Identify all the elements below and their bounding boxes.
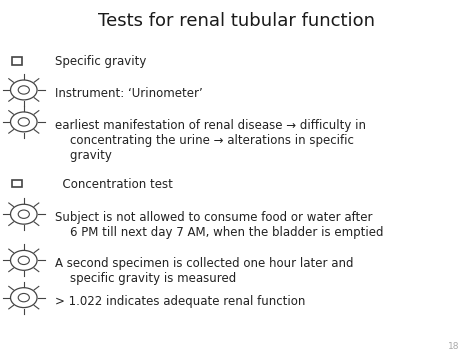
Text: 18: 18: [448, 343, 460, 351]
Text: > 1.022 indicates adequate renal function: > 1.022 indicates adequate renal functio…: [55, 295, 305, 308]
Text: Tests for renal tubular function: Tests for renal tubular function: [99, 12, 375, 31]
Text: Concentration test: Concentration test: [55, 178, 173, 191]
Text: Instrument: ‘Urinometer’: Instrument: ‘Urinometer’: [55, 87, 202, 100]
FancyBboxPatch shape: [12, 180, 22, 187]
FancyBboxPatch shape: [12, 57, 22, 65]
Text: earliest manifestation of renal disease → difficulty in
    concentrating the ur: earliest manifestation of renal disease …: [55, 119, 365, 162]
Text: Specific gravity: Specific gravity: [55, 55, 146, 68]
Text: A second specimen is collected one hour later and
    specific gravity is measur: A second specimen is collected one hour …: [55, 257, 353, 285]
Text: Subject is not allowed to consume food or water after
    6 PM till next day 7 A: Subject is not allowed to consume food o…: [55, 211, 383, 239]
